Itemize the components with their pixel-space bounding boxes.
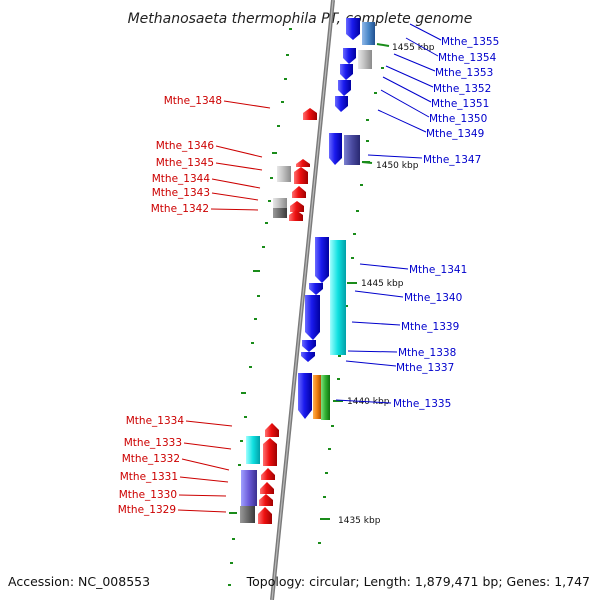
- gene-mthe-1329b[interactable]: [258, 507, 272, 524]
- label-mthe-1347[interactable]: Mthe_1347: [423, 154, 481, 166]
- genome-backbone-highlight: [271, 0, 334, 600]
- gene-mthe-1334[interactable]: [265, 423, 279, 437]
- label-mthe-1338[interactable]: Mthe_1338: [398, 347, 456, 359]
- gene-mthe-1339[interactable]: [309, 283, 323, 295]
- map-title: Methanosaeta thermophila PT, complete ge…: [128, 11, 473, 27]
- label-mthe-1339[interactable]: Mthe_1339: [401, 321, 459, 333]
- gene-mthe-1343[interactable]: [292, 186, 306, 198]
- gene-mthe-1354[interactable]: [362, 22, 375, 45]
- gene-mthe-1352[interactable]: [358, 50, 372, 69]
- label-mthe-1350[interactable]: Mthe_1350: [429, 113, 487, 125]
- gene-mthe-1350[interactable]: [338, 80, 351, 96]
- label-mthe-1353[interactable]: Mthe_1353: [435, 67, 493, 79]
- gene-mthe-1330[interactable]: [260, 482, 274, 494]
- label-mthe-1333[interactable]: Mthe_1333: [124, 437, 182, 449]
- gene-mthe-1342[interactable]: [273, 198, 287, 208]
- label-mthe-1352[interactable]: Mthe_1352: [433, 83, 491, 95]
- label-mthe-1334[interactable]: Mthe_1334: [126, 415, 185, 427]
- reverse-strand-genes: [240, 108, 317, 524]
- gene-mthe-1348[interactable]: [303, 108, 317, 120]
- gene-mthe-1337[interactable]: [301, 352, 315, 362]
- gene-mthe-1346[interactable]: [296, 159, 310, 167]
- gene-mthe-1347[interactable]: [329, 133, 342, 165]
- label-mthe-1341[interactable]: Mthe_1341: [409, 264, 467, 276]
- label-mthe-1345[interactable]: Mthe_1345: [156, 157, 214, 169]
- label-mthe-1344[interactable]: Mthe_1344: [152, 173, 211, 185]
- accession-label: Accession: NC_008553: [8, 574, 150, 589]
- gene-mthe-1331[interactable]: [241, 470, 257, 506]
- label-mthe-1355[interactable]: Mthe_1355: [441, 36, 499, 48]
- tick-label-1450: 1450 kbp: [376, 161, 419, 171]
- tick-label-1435: 1435 kbp: [338, 516, 381, 526]
- gene-mthe-1351[interactable]: [340, 64, 353, 80]
- label-mthe-1346[interactable]: Mthe_1346: [156, 140, 215, 152]
- gene-mthe-1349[interactable]: [335, 96, 348, 112]
- label-mthe-1330[interactable]: Mthe_1330: [119, 489, 177, 501]
- gene-mthe-1338[interactable]: [302, 340, 316, 352]
- gene-mthe-1329[interactable]: [240, 506, 255, 523]
- gene-mthe-1335[interactable]: [298, 373, 312, 419]
- gene-mthe-1330b[interactable]: [259, 494, 273, 506]
- label-mthe-1340[interactable]: Mthe_1340: [404, 292, 462, 304]
- label-mthe-1354[interactable]: Mthe_1354: [438, 52, 497, 64]
- tick-label-1445: 1445 kbp: [361, 279, 404, 289]
- gene-mthe-1345[interactable]: [277, 166, 291, 182]
- gene-mthe-1353[interactable]: [343, 48, 356, 64]
- label-mthe-1342[interactable]: Mthe_1342: [151, 203, 209, 215]
- label-mthe-1335[interactable]: Mthe_1335: [393, 398, 451, 410]
- gene-mthe-1331b[interactable]: [261, 468, 275, 480]
- gene-mthe-1333[interactable]: [246, 436, 260, 464]
- label-mthe-1332[interactable]: Mthe_1332: [122, 453, 180, 465]
- gene-mthe-1342b[interactable]: [290, 201, 304, 212]
- topology-label: Topology: circular; Length: 1,879,471 bp…: [246, 574, 590, 589]
- gene-mthe-1344[interactable]: [294, 167, 308, 184]
- label-mthe-1349[interactable]: Mthe_1349: [426, 128, 484, 140]
- gene-mthe-1340[interactable]: [330, 240, 346, 355]
- forward-strand-genes: [298, 18, 375, 420]
- tick-label-1455: 1455 kbp: [392, 43, 435, 53]
- label-mthe-1348[interactable]: Mthe_1348: [164, 95, 222, 107]
- gene-mthe-1341[interactable]: [315, 237, 329, 283]
- label-mthe-1331[interactable]: Mthe_1331: [120, 471, 178, 483]
- gene-mthe-1347b[interactable]: [344, 135, 360, 165]
- label-mthe-1337[interactable]: Mthe_1337: [396, 362, 454, 374]
- gene-mthe-1342c[interactable]: [289, 210, 303, 221]
- gene-mthe-1332[interactable]: [263, 438, 277, 466]
- forward-gene-labels: Mthe_1355 Mthe_1354 Mthe_1353 Mthe_1352 …: [335, 23, 499, 410]
- label-mthe-1329[interactable]: Mthe_1329: [118, 504, 176, 516]
- label-mthe-1351[interactable]: Mthe_1351: [431, 98, 489, 110]
- reverse-gene-labels: Mthe_1348 Mthe_1346 Mthe_1345 Mthe_1344 …: [118, 95, 271, 516]
- gene-mthe-1335-green[interactable]: [321, 375, 330, 420]
- label-mthe-1343[interactable]: Mthe_1343: [152, 187, 210, 199]
- gene-mthe-1339b[interactable]: [305, 295, 320, 340]
- gene-mthe-1355[interactable]: [346, 18, 360, 40]
- gene-mthe-1342-dark[interactable]: [273, 208, 287, 218]
- gene-mthe-1335-orange[interactable]: [313, 375, 321, 419]
